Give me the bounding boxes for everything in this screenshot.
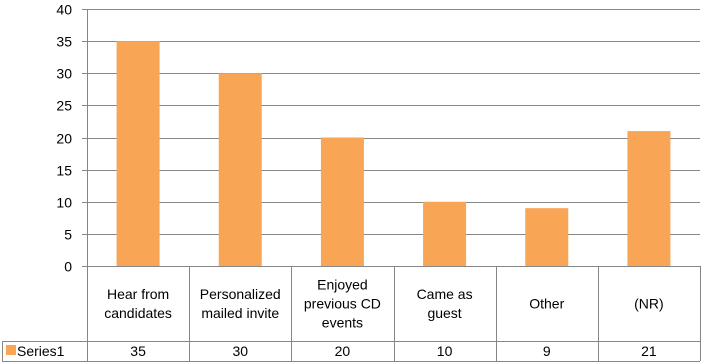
x-category-label: Enjoyed previous CD events (304, 277, 381, 331)
x-category-label: Hear from candidates (104, 286, 172, 321)
data-table-value: 21 (641, 343, 657, 359)
bar (116, 41, 160, 266)
bar (320, 137, 364, 266)
bar (423, 201, 467, 266)
data-table-value: 30 (232, 343, 248, 359)
x-category-label: Other (529, 296, 564, 312)
y-tick-label: 5 (64, 227, 72, 243)
y-tick-label: 35 (56, 34, 72, 50)
legend-swatch-series1 (6, 345, 16, 355)
bar (525, 208, 569, 266)
data-table: Hear from candidates Personalized mailed in… (2, 266, 701, 362)
x-category-label: Came as guest (417, 286, 473, 321)
data-table-value: 35 (130, 343, 146, 359)
bar (218, 73, 262, 266)
gridlines (82, 9, 700, 267)
y-tick-label: 20 (56, 131, 72, 147)
legend: Series1 (6, 343, 65, 359)
x-category-label: (NR) (634, 296, 664, 312)
y-tick-label: 0 (64, 259, 72, 275)
bar (627, 131, 671, 266)
data-table-value: 9 (543, 343, 551, 359)
data-table-value: 10 (437, 343, 453, 359)
x-category-label: Personalized mailed invite (200, 286, 281, 321)
legend-label-series1: Series1 (17, 343, 65, 359)
data-table-value: 20 (335, 343, 351, 359)
y-axis-tick-labels: 0 5 10 15 20 25 30 35 40 (56, 2, 72, 275)
y-tick-label: 40 (56, 2, 72, 18)
y-tick-label: 15 (56, 163, 72, 179)
y-tick-label: 25 (56, 98, 72, 114)
bars (116, 41, 671, 266)
y-tick-label: 30 (56, 66, 72, 82)
y-tick-label: 10 (56, 195, 72, 211)
